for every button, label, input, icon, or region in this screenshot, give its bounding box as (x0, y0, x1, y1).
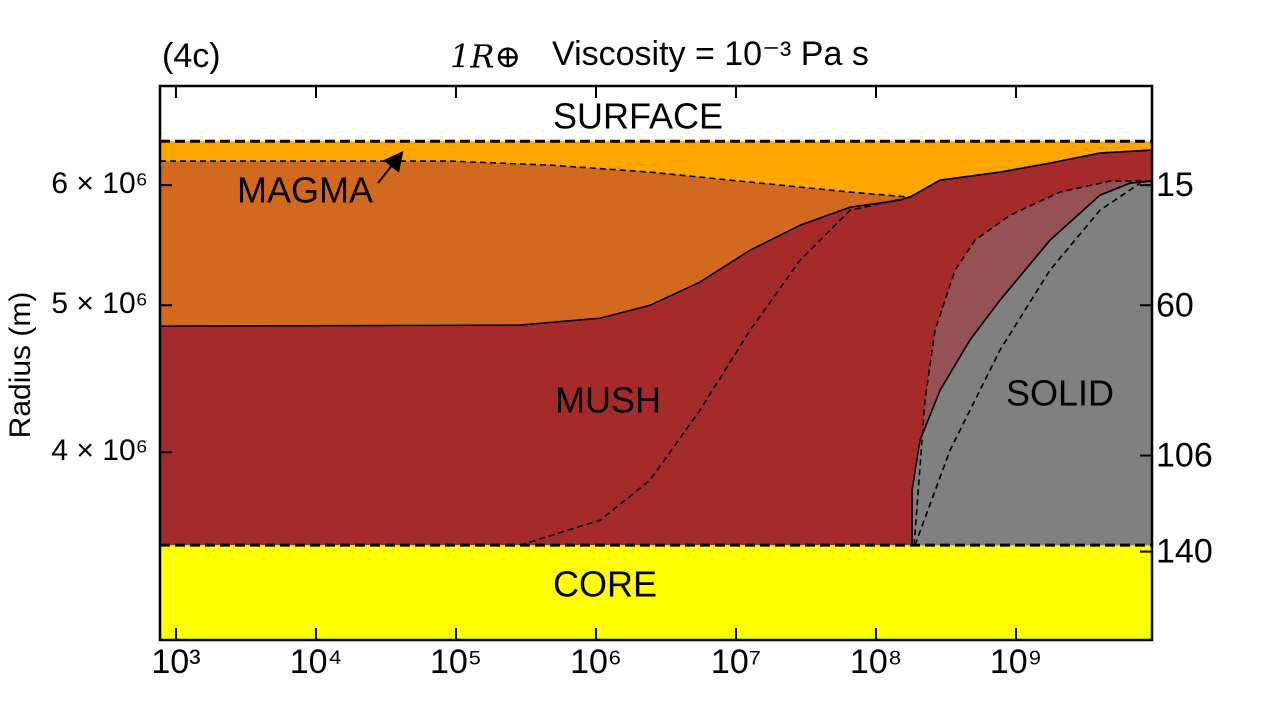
surface-label: SURFACE (553, 96, 723, 137)
x-tick-label: 10⁸ (850, 643, 902, 681)
x-tick-label: 10⁵ (430, 643, 482, 681)
axes: 10³ 10⁴ 10⁵ 10⁶ 10⁷ 10⁸ 10⁹ 4 × 10⁶ 5 × 10⁶ 6 × 1… (51, 86, 1213, 681)
planet-label: 1R⊕ (450, 38, 521, 76)
region-labels: SURFACE MAGMA MUSH SOLID CORE (237, 96, 1114, 605)
plot-frame (158, 84, 1154, 642)
x-tick-label: 10⁷ (711, 643, 761, 681)
boundary-line (914, 182, 1141, 546)
mush-label: MUSH (555, 380, 661, 421)
x-tick-label: 10³ (151, 643, 200, 681)
chart-title: Viscosity = 10⁻³ Pa s (552, 35, 869, 73)
y2-tick-label: 106 (1156, 437, 1213, 475)
solid-label: SOLID (1006, 373, 1114, 414)
y-tick-label: 5 × 10⁶ (51, 287, 148, 320)
annotation-arrow (377, 150, 404, 184)
boundary-line (160, 149, 1152, 198)
boundary-line (911, 180, 1152, 546)
y2-tick-label: 15 (1156, 166, 1194, 204)
x-tick-label: 10⁹ (990, 643, 1042, 681)
boundary-line (519, 196, 911, 546)
magma-label: MAGMA (237, 170, 373, 211)
region-fill (912, 181, 1152, 546)
x-tick-label: 10⁶ (570, 643, 622, 681)
y-tick-label: 4 × 10⁶ (51, 434, 148, 467)
region-fill (160, 150, 1152, 546)
core-region (160, 545, 1152, 640)
boundary-line (913, 180, 1152, 546)
regions (160, 141, 1152, 640)
y-axis-label: Radius (m) (4, 292, 37, 439)
core-label: CORE (553, 564, 657, 605)
boundaries (160, 139, 1152, 547)
y-tick-label: 6 × 10⁶ (51, 167, 148, 200)
x-tick-label: 10⁴ (290, 643, 342, 681)
y2-tick-label: 140 (1156, 533, 1213, 571)
y2-tick-label: 60 (1156, 286, 1194, 324)
panel-label: (4c) (162, 37, 221, 75)
boundary-line (160, 149, 1152, 328)
